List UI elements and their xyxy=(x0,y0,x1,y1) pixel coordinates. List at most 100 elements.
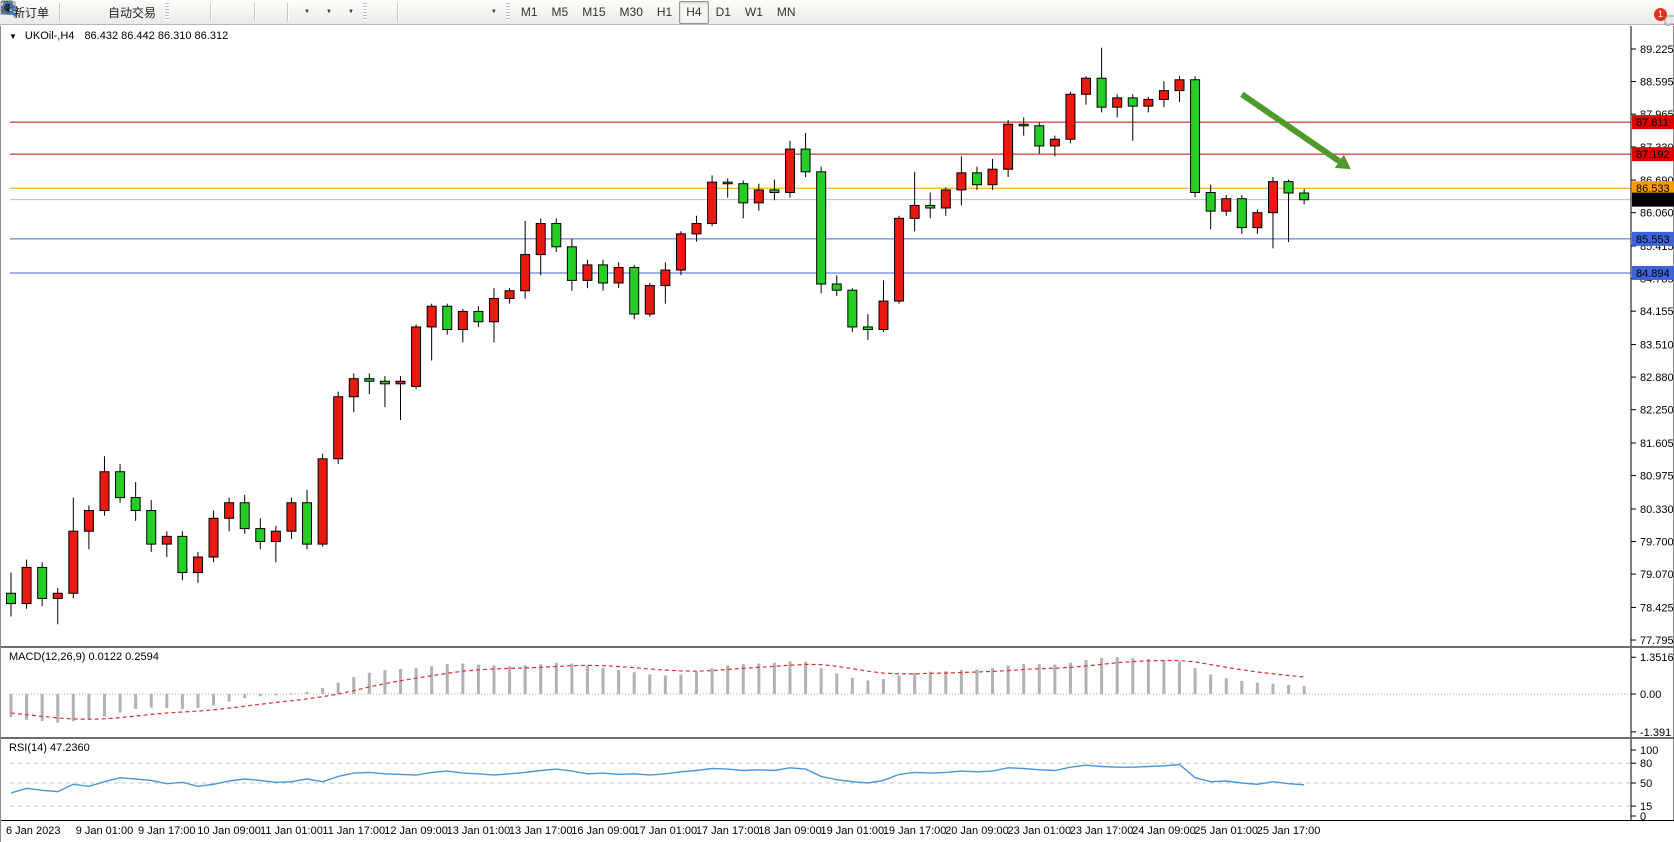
periods-button[interactable]: ▼ xyxy=(1,0,337,24)
rsi-label: RSI(14) 47.2360 xyxy=(9,742,90,754)
chart-shift-button[interactable] xyxy=(1,1,282,24)
autotrading-button[interactable]: 自动交易 xyxy=(1,1,161,24)
toolbar: 新订单 自动交易 xyxy=(0,0,1674,29)
svg-text:15: 15 xyxy=(1640,801,1652,813)
time-axis-label: 23 Jan 17:00 xyxy=(1069,825,1134,837)
toolbar-separator xyxy=(287,3,290,21)
svg-text:-1.391: -1.391 xyxy=(1640,727,1671,739)
toolbar-separator xyxy=(210,3,213,21)
svg-text:50: 50 xyxy=(1640,778,1652,790)
time-axis[interactable]: 6 Jan 2023 9 Jan 01:00 9 Jan 17:00 10 Jan 0… xyxy=(1,820,1674,842)
time-axis-label: 12 Jan 09:00 xyxy=(384,825,448,837)
timeframe-button-m30[interactable]: M30 xyxy=(619,5,643,19)
chart-quote-ohlc: 86.432 86.442 86.310 86.312 xyxy=(84,30,229,42)
svg-text:84.894: 84.894 xyxy=(1636,268,1670,280)
vertical-line-button[interactable] xyxy=(5,1,414,24)
time-axis-label: 18 Jan 09:00 xyxy=(758,825,822,837)
chart-title: ▼ UKOil-,H4 86.432 86.442 86.310 86.312 xyxy=(9,30,228,42)
arrows-button[interactable]: ▼ xyxy=(3,1,502,24)
time-axis-label: 9 Jan 17:00 xyxy=(138,825,196,837)
svg-text:87.192: 87.192 xyxy=(1636,149,1670,161)
svg-text:83.510: 83.510 xyxy=(1640,340,1674,352)
timeframe-button-m15[interactable]: M15 xyxy=(582,5,606,19)
svg-text:86.060: 86.060 xyxy=(1640,208,1674,220)
chart-symbol-period: UKOil-,H4 xyxy=(24,30,75,42)
svg-text:89.225: 89.225 xyxy=(1640,44,1674,56)
chart-menu-arrow-icon[interactable]: ▼ xyxy=(9,31,17,41)
rsi-indicator-pane[interactable]: 100 80 50 15 0 RSI(14) 47.2360 xyxy=(1,737,1674,823)
tile-windows-button[interactable] xyxy=(1,1,249,24)
time-axis-label: 19 Jan 17:00 xyxy=(882,825,947,837)
fibonacci-button[interactable]: F xyxy=(1,1,458,24)
cursor-button[interactable] xyxy=(4,1,381,24)
time-axis-label: 25 Jan 17:00 xyxy=(1256,825,1321,837)
timeframe-button-w1[interactable]: W1 xyxy=(744,5,763,19)
macd-indicator-pane[interactable]: 1.3516 0.00 -1.391 MACD(12,26,9) 0.0122 0.… xyxy=(1,646,1674,739)
horizontal-line-button[interactable] xyxy=(1,1,425,24)
dropdown-arrow-icon: ▼ xyxy=(325,9,332,15)
toolbar-group-handle xyxy=(165,3,170,21)
auto-scroll-button[interactable] xyxy=(1,1,271,24)
new-order-label: 新订单 xyxy=(13,5,50,20)
styler-button[interactable] xyxy=(1,1,76,24)
toolbar-separator xyxy=(396,3,399,21)
signals-button[interactable] xyxy=(1,1,98,24)
text-label-button[interactable]: T xyxy=(0,1,480,24)
svg-text:77.795: 77.795 xyxy=(1640,635,1674,647)
timeframe-button-d1[interactable]: D1 xyxy=(715,5,731,19)
time-axis-label: 17 Jan 01:00 xyxy=(633,825,698,837)
channel-button[interactable]: E xyxy=(0,1,447,24)
timeframe-button-h1[interactable]: H1 xyxy=(656,5,673,19)
timeframe-button-mn[interactable]: MN xyxy=(776,5,796,19)
time-axis-label: 20 Jan 09:00 xyxy=(945,825,1009,837)
profile-button[interactable] xyxy=(0,1,87,24)
timeframe-button-m1[interactable]: M1 xyxy=(520,5,538,19)
candlestick-chart-button[interactable] xyxy=(2,1,194,24)
zoom-in-button[interactable] xyxy=(2,1,227,24)
bar-chart-button[interactable] xyxy=(1,1,183,24)
svg-text:85.553: 85.553 xyxy=(1636,234,1670,246)
time-axis-label: 10 Jan 09:00 xyxy=(197,825,261,837)
line-chart-button[interactable] xyxy=(0,1,205,24)
svg-text:86.312: 86.312 xyxy=(1636,195,1670,207)
time-axis-label: 6 Jan 2023 xyxy=(6,825,61,837)
text-button[interactable]: A xyxy=(2,1,469,24)
chat-bubble-icon xyxy=(1664,15,1674,29)
price-chart-pane[interactable]: 89.22588.59587.96587.33086.69086.06085.4… xyxy=(1,26,1674,647)
time-axis-label: 17 Jan 17:00 xyxy=(695,825,760,837)
crosshair-button[interactable] xyxy=(1,1,392,24)
svg-text:84.155: 84.155 xyxy=(1640,306,1674,318)
time-axis-label: 11 Jan 17:00 xyxy=(322,825,386,837)
timeframe-button-m5[interactable]: M5 xyxy=(551,5,569,19)
notification-badge: 1 xyxy=(1654,8,1667,21)
svg-text:78.425: 78.425 xyxy=(1640,602,1674,614)
time-axis-label: 16 Jan 09:00 xyxy=(571,825,635,837)
svg-text:88.595: 88.595 xyxy=(1640,77,1674,89)
svg-text:79.700: 79.700 xyxy=(1640,537,1674,549)
zoom-out-button[interactable] xyxy=(2,1,238,24)
indicators-button[interactable]: ▼ xyxy=(0,1,315,24)
autotrading-label: 自动交易 xyxy=(108,5,157,20)
macd-label: MACD(12,26,9) 0.0122 0.2594 xyxy=(9,651,159,663)
svg-text:0: 0 xyxy=(1640,811,1646,823)
svg-text:80: 80 xyxy=(1640,758,1652,770)
trendline-button[interactable] xyxy=(1,1,436,24)
dropdown-arrow-icon: ▼ xyxy=(347,9,354,15)
toolbar-separator xyxy=(59,3,62,21)
svg-text:80.975: 80.975 xyxy=(1640,471,1674,483)
chart-window: 89.22588.59587.96587.33086.69086.06085.4… xyxy=(0,26,1674,842)
dropdown-arrow-icon: ▼ xyxy=(304,9,310,15)
time-axis-label: 24 Jan 09:00 xyxy=(1132,825,1196,837)
time-axis-label: 25 Jan 01:00 xyxy=(1194,825,1259,837)
time-axis-label: 11 Jan 01:00 xyxy=(260,825,323,837)
toolbar-separator xyxy=(254,3,257,21)
svg-text:82.250: 82.250 xyxy=(1640,405,1674,417)
dropdown-arrow-icon: ▼ xyxy=(490,9,497,15)
svg-text:79.070: 79.070 xyxy=(1640,569,1674,581)
svg-text:86.533: 86.533 xyxy=(1636,183,1670,195)
toolbar-group-handle xyxy=(362,3,367,21)
templates-button[interactable]: ▼ xyxy=(0,1,359,24)
timeframe-button-h4[interactable]: H4 xyxy=(679,0,709,24)
time-axis-label: 19 Jan 01:00 xyxy=(820,825,885,837)
